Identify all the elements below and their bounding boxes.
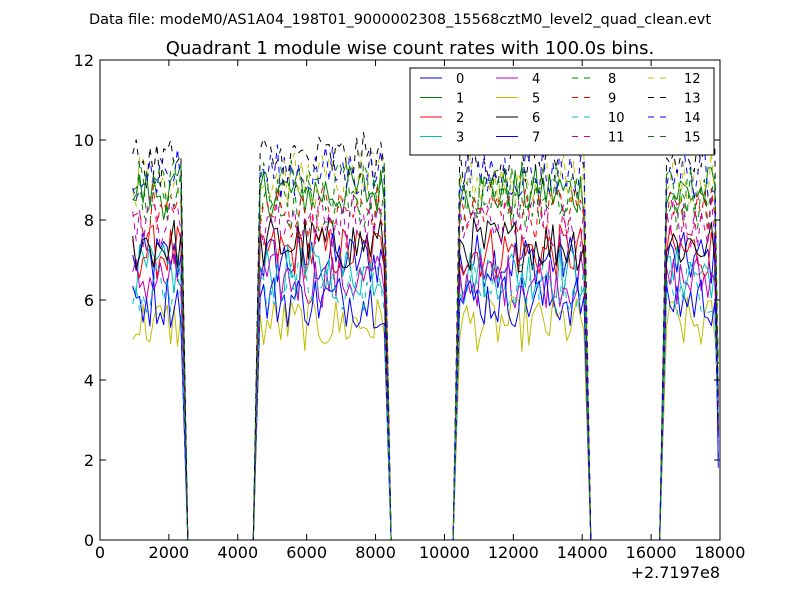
x-tick-label: 0	[95, 543, 105, 562]
legend-label-8: 8	[608, 72, 616, 87]
plot-area	[132, 131, 719, 541]
y-tick-label: 6	[84, 291, 94, 310]
chart-title: Quadrant 1 module wise count rates with …	[166, 38, 655, 59]
series-line-4	[132, 252, 719, 541]
x-tick-label: 2000	[149, 543, 190, 562]
x-tick-label: 12000	[488, 543, 539, 562]
plot-frame	[99, 59, 721, 541]
legend-label-10: 10	[608, 111, 625, 126]
legend-label-3: 3	[456, 131, 464, 146]
x-tick-label: 4000	[217, 543, 258, 562]
y-tick-label: 2	[84, 451, 94, 470]
series-line-5	[132, 295, 719, 541]
x-tick-label: 18000	[695, 543, 746, 562]
series-line-8	[132, 175, 719, 541]
series-line-3	[132, 243, 719, 541]
legend-label-15: 15	[684, 131, 701, 146]
series-line-14	[132, 144, 719, 541]
legend-label-0: 0	[456, 72, 464, 87]
legend-label-13: 13	[684, 92, 701, 107]
x-tick-label: 6000	[286, 543, 327, 562]
x-tick-label: 16000	[626, 543, 677, 562]
x-offset-label: +2.7197e8	[631, 563, 720, 582]
series-line-10	[132, 261, 719, 541]
axis-ticks: 0 2000 4000 6000 8000 10000 12000 14000 16000 180…	[74, 51, 746, 562]
series-line-15	[132, 159, 719, 541]
legend-label-12: 12	[684, 72, 701, 87]
x-tick-label: 10000	[419, 543, 470, 562]
y-tick-label: 8	[84, 211, 94, 230]
legend-label-11: 11	[608, 131, 625, 146]
legend-box	[409, 67, 715, 156]
x-tick-label: 8000	[355, 543, 396, 562]
series-line-1	[132, 163, 719, 541]
legend-label-4: 4	[532, 72, 540, 87]
data-file-label: Data file: modeM0/AS1A04_198T01_90000023…	[89, 12, 711, 28]
series-line-6	[132, 217, 719, 541]
y-tick-label: 4	[84, 371, 94, 390]
y-tick-label: 10	[74, 131, 94, 150]
series-line-7	[132, 274, 719, 541]
legend-label-5: 5	[532, 92, 540, 107]
y-tick-label: 12	[74, 51, 94, 70]
series-line-0	[132, 231, 719, 541]
series-line-9	[132, 185, 719, 541]
y-tick-label: 0	[84, 531, 94, 550]
legend-label-1: 1	[456, 92, 464, 107]
series-line-13	[132, 131, 719, 541]
series-line-2	[132, 224, 719, 541]
series-line-11	[132, 193, 719, 541]
legend-label-9: 9	[608, 92, 616, 107]
x-tick-label: 14000	[557, 543, 608, 562]
legend-label-14: 14	[684, 111, 701, 126]
legend-label-6: 6	[532, 111, 540, 126]
legend-label-7: 7	[532, 131, 540, 146]
series-line-12	[132, 151, 719, 541]
legend-label-2: 2	[456, 111, 464, 126]
